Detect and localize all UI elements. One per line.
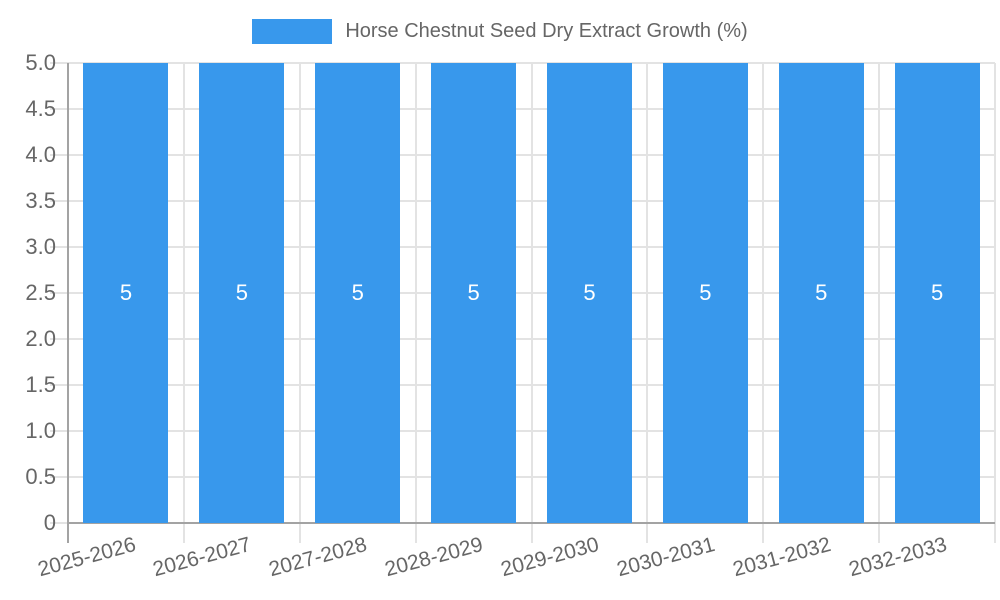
- y-axis-tick-label: 2.0: [25, 326, 56, 351]
- bar[interactable]: 5: [315, 63, 401, 523]
- y-gridline: [50, 62, 995, 64]
- y-gridline: [50, 384, 995, 386]
- y-axis-tick-label: 0.5: [25, 464, 56, 489]
- y-axis-tick-label: 5.0: [25, 50, 56, 75]
- legend-swatch: [252, 18, 333, 44]
- bar-value-label: 5: [119, 280, 133, 305]
- bar-value-label: 5: [467, 280, 480, 305]
- y-gridline: [50, 476, 995, 478]
- x-gridline: [878, 63, 881, 543]
- y-axis-tick-label: 1.0: [25, 418, 56, 443]
- y-axis-line: [67, 63, 69, 543]
- y-axis-tick-label: 3.5: [25, 188, 56, 213]
- y-gridline: [50, 338, 995, 340]
- x-axis-tick-label: 2030-2031: [614, 533, 718, 582]
- bar-value-label: 5: [235, 280, 248, 305]
- bar[interactable]: 5: [778, 63, 864, 523]
- x-gridline: [530, 63, 533, 543]
- bar-value-label: 5: [699, 280, 712, 305]
- y-gridline: [50, 154, 995, 156]
- bar[interactable]: 5: [662, 63, 748, 523]
- bar-value-label: 5: [351, 280, 364, 305]
- y-axis-tick-label: 4.0: [25, 142, 56, 167]
- bar[interactable]: 5: [199, 63, 285, 523]
- y-gridline: [50, 292, 995, 294]
- y-axis-tick-label: 0: [43, 510, 56, 535]
- y-axis-tick-label: 2.5: [25, 280, 56, 305]
- x-gridline: [646, 63, 649, 543]
- x-axis-line: [68, 522, 995, 524]
- x-axis-tick-label: 2031-2032: [730, 533, 834, 582]
- chart-legend-item[interactable]: Horse Chestnut Seed Dry Extract Growth (…: [0, 15, 1000, 47]
- legend-label: Horse Chestnut Seed Dry Extract Growth (…: [345, 19, 748, 42]
- y-gridline: [50, 200, 995, 202]
- x-gridline: [414, 63, 417, 543]
- bar-value-label: 5: [583, 280, 596, 305]
- x-axis-tick-label: 2025-2026: [34, 533, 138, 582]
- bar[interactable]: 5: [431, 63, 517, 523]
- y-gridline: [50, 246, 995, 248]
- y-axis-tick-label: 1.5: [25, 372, 56, 397]
- x-gridline: [298, 63, 301, 543]
- x-gridline: [994, 63, 996, 543]
- y-gridline: [50, 108, 995, 110]
- bar[interactable]: 5: [894, 63, 980, 523]
- x-gridline: [182, 63, 185, 543]
- y-gridline: [50, 430, 995, 432]
- bar[interactable]: 5: [546, 63, 632, 523]
- x-axis-tick-label: 2026-2027: [150, 533, 254, 582]
- x-axis-tick-label: 2028-2029: [382, 533, 486, 582]
- x-gridline: [762, 63, 765, 543]
- y-axis-tick-label: 4.5: [25, 96, 56, 121]
- bar[interactable]: 5: [83, 63, 169, 523]
- x-axis-tick-label: 2027-2028: [266, 533, 370, 582]
- y-axis-tick-label: 3.0: [25, 234, 56, 259]
- bar-value-label: 5: [930, 280, 944, 305]
- x-axis-tick-label: 2032-2033: [846, 533, 950, 582]
- x-axis-tick-label: 2029-2030: [498, 533, 602, 582]
- bar-value-label: 5: [815, 280, 828, 305]
